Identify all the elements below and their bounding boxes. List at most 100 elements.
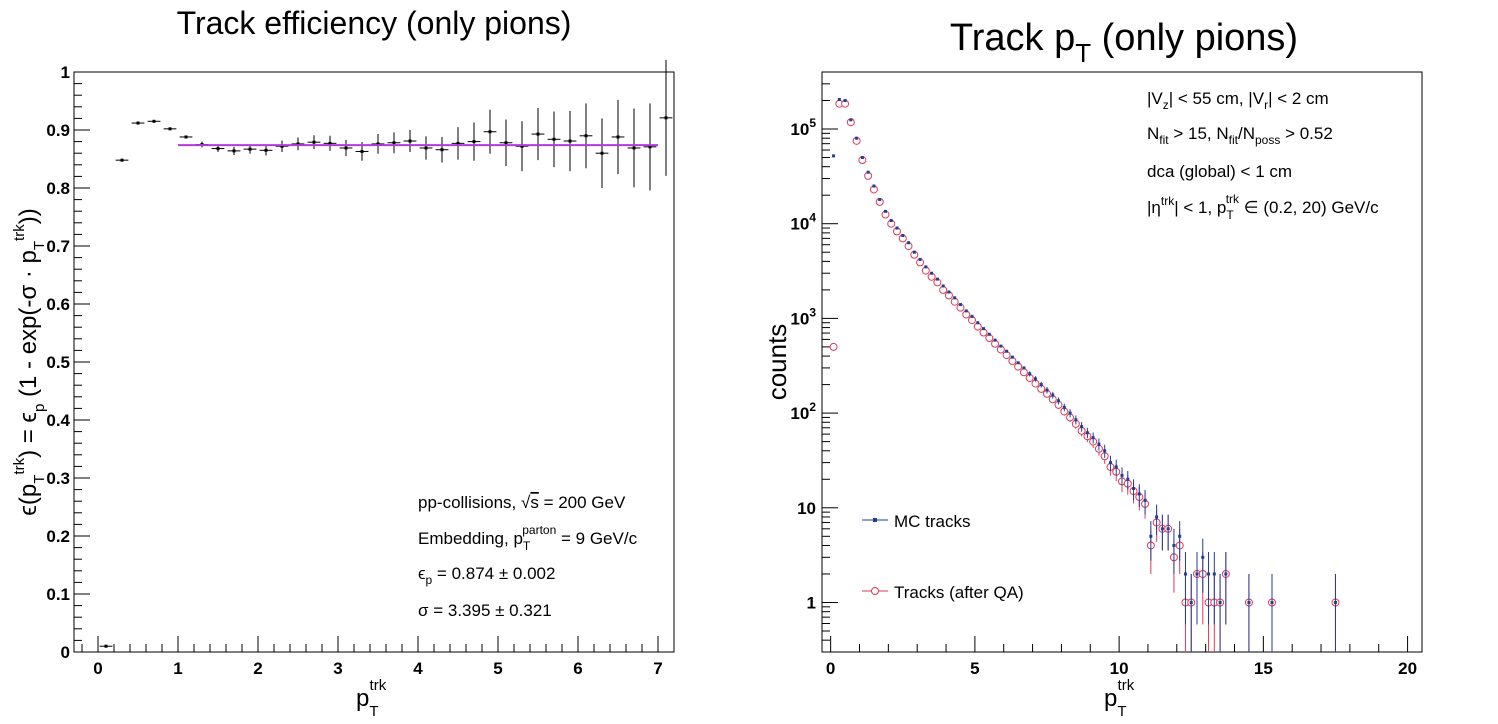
- efficiency-point: [291, 137, 305, 151]
- mc-track-point: [1097, 438, 1101, 451]
- mc-marker: [1137, 492, 1141, 496]
- mc-marker: [1189, 600, 1193, 604]
- point-marker: [120, 158, 124, 162]
- y-tick-label: 102: [790, 400, 816, 423]
- cut-dca: dca (global) < 1 cm: [1147, 162, 1292, 181]
- efficiency-point: [419, 136, 433, 160]
- point-marker: [424, 146, 428, 150]
- y-tick-label: 1: [807, 593, 816, 612]
- mc-marker: [1132, 486, 1136, 490]
- y-tick-label: 0.6: [46, 295, 70, 314]
- mc-marker: [1045, 388, 1049, 392]
- mc-marker: [1212, 572, 1216, 576]
- mc-track-point: [1201, 538, 1205, 593]
- point-marker: [296, 142, 300, 146]
- x-tick-label: 0: [826, 659, 835, 678]
- mc-marker: [1062, 405, 1066, 409]
- efficiency-point: [275, 140, 289, 153]
- mc-marker: [1068, 411, 1072, 415]
- mc-marker: [982, 327, 986, 331]
- mc-track-point: [993, 338, 997, 342]
- x-tick-label: 4: [413, 659, 423, 678]
- mc-marker: [1033, 377, 1037, 381]
- pt-axis-ticks: 0 5 10 15 20 1 10 102 103 104 105: [790, 71, 1417, 678]
- annotation-epsilon: ϵp = 0.874 ± 0.002: [418, 564, 555, 587]
- efficiency-y-axis-label: ϵ(pTtrk) = ϵp (1 - exp(-σ · pTtrk)): [11, 208, 48, 515]
- mc-track-point: [1178, 521, 1182, 561]
- y-tick-label: 104: [790, 211, 816, 234]
- pt-plot-frame: [821, 71, 1423, 653]
- mc-track-point: [1062, 403, 1066, 412]
- x-tick-label: 2: [253, 659, 262, 678]
- efficiency-point: [531, 107, 545, 161]
- mc-track-point: [1224, 551, 1228, 625]
- y-tick-label: 0.5: [46, 353, 70, 372]
- mc-marker: [1247, 600, 1251, 604]
- qa-track-point: [1019, 368, 1028, 377]
- mc-marker: [1010, 355, 1014, 359]
- mc-track-point: [1172, 528, 1176, 574]
- point-marker: [616, 135, 620, 139]
- mc-track-point: [1137, 484, 1141, 507]
- mc-marker: [1005, 349, 1009, 353]
- cut-nfit: Nfit > 15, Nfit/Nposs > 0.52: [1147, 124, 1333, 147]
- mc-track-point: [999, 344, 1003, 348]
- mc-track-point: [1218, 573, 1222, 652]
- mc-marker: [1057, 399, 1061, 403]
- legend-mc-marker: [873, 518, 877, 522]
- mc-marker: [889, 219, 893, 223]
- mc-track-point: [1016, 361, 1020, 365]
- point-marker: [248, 147, 252, 151]
- mc-marker: [1091, 436, 1095, 440]
- mc-marker: [930, 271, 934, 275]
- mc-track-point: [1143, 489, 1147, 515]
- mc-track-point: [872, 184, 876, 188]
- mc-track-point: [1039, 381, 1043, 388]
- point-marker: [488, 130, 492, 134]
- mc-track-point: [860, 156, 864, 160]
- efficiency-point: [435, 136, 449, 163]
- mc-track-point: [1080, 422, 1084, 432]
- point-marker: [456, 141, 460, 145]
- point-marker: [264, 148, 268, 152]
- qa-marker: [829, 342, 838, 351]
- point-marker: [536, 132, 540, 136]
- annotation-embedding: Embedding, pTparton = 9 GeV/c: [418, 523, 638, 553]
- mc-marker: [1160, 527, 1164, 531]
- pt-y-axis-label: counts: [762, 324, 792, 401]
- mc-track-point: [895, 226, 899, 230]
- mc-track-point: [1126, 470, 1130, 490]
- efficiency-plot-frame: [73, 71, 675, 653]
- mc-marker: [941, 284, 945, 288]
- mc-track-point: [912, 250, 916, 254]
- mc-marker: [947, 290, 951, 294]
- mc-track-point: [1005, 349, 1009, 353]
- mc-marker: [832, 154, 836, 158]
- efficiency-point: [211, 145, 225, 153]
- cut-vertex: |Vz| < 55 cm, |Vr| < 2 cm: [1147, 89, 1329, 112]
- mc-track-point: [1114, 459, 1118, 476]
- mc-track-point: [843, 99, 847, 103]
- mc-track-point: [1183, 551, 1187, 625]
- x-tick-label: 5: [970, 659, 979, 678]
- point-marker: [664, 116, 668, 120]
- mc-track-point: [1033, 376, 1037, 382]
- y-tick-label: 0.2: [46, 527, 70, 546]
- mc-marker: [970, 314, 974, 318]
- mc-track-point: [982, 327, 986, 331]
- y-tick-label: 103: [790, 305, 816, 328]
- mc-marker: [860, 156, 864, 160]
- qa-marker: [1019, 368, 1028, 377]
- mc-marker: [1224, 572, 1228, 576]
- efficiency-point: [595, 118, 609, 188]
- mc-marker: [878, 198, 882, 202]
- mc-marker: [1022, 366, 1026, 370]
- mc-marker: [1201, 555, 1205, 559]
- y-tick-label: 10: [797, 499, 816, 518]
- mc-marker: [1207, 572, 1211, 576]
- efficiency-x-axis-label: pTtrk: [356, 677, 387, 720]
- mc-marker: [1270, 600, 1274, 604]
- mc-marker: [918, 257, 922, 261]
- efficiency-point: [547, 111, 561, 168]
